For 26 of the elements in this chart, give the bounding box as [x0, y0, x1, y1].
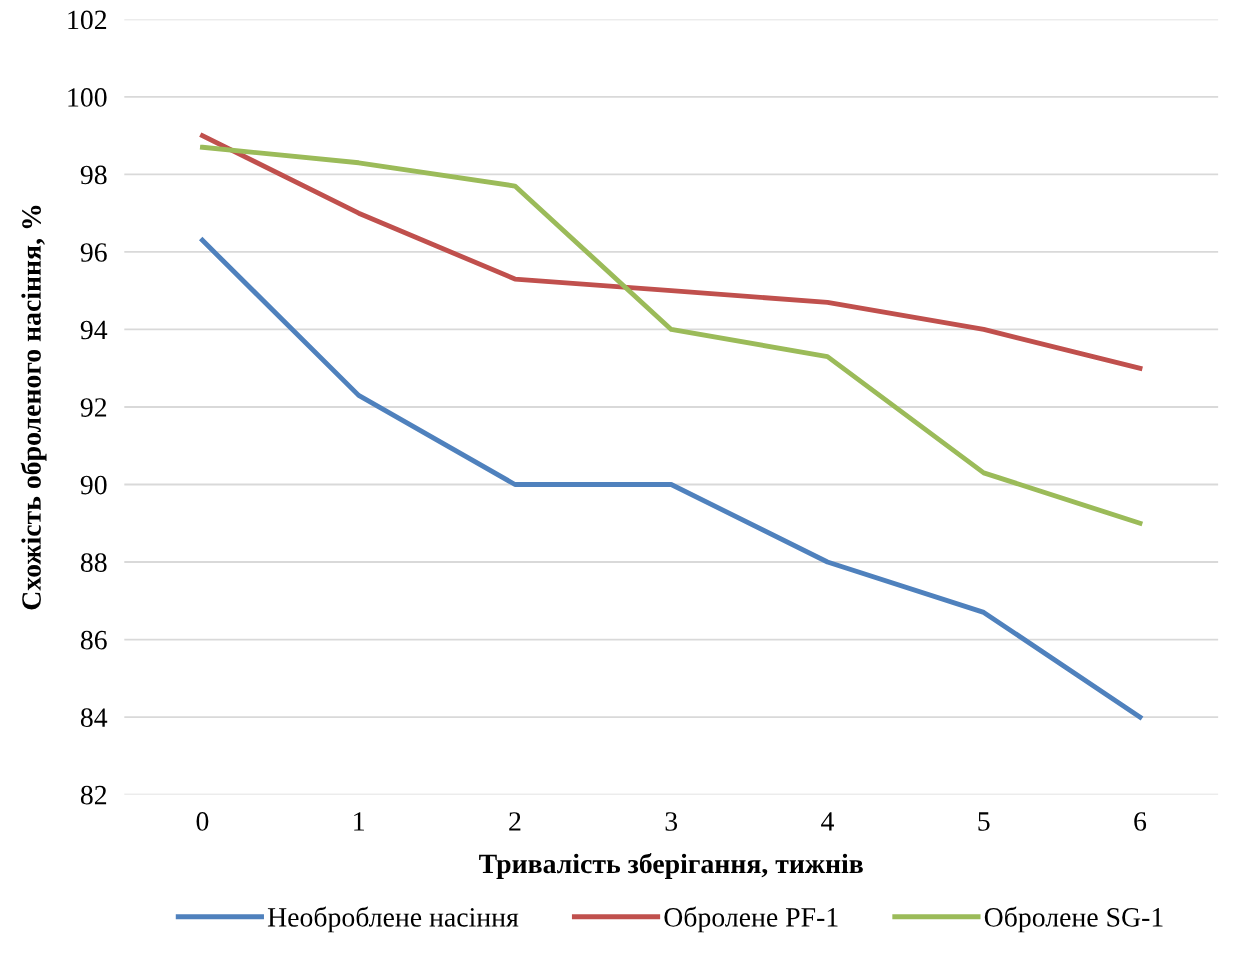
x-tick-label: 0	[196, 812, 209, 831]
legend-label: Необроблене насіння	[267, 906, 519, 933]
x-tick-label: 1	[354, 812, 364, 831]
x-tick-label: 6	[1134, 812, 1147, 831]
line-series	[200, 144, 1143, 526]
legend-label: Оброленe SG-1	[984, 906, 1163, 933]
x-tick-label: 3	[665, 812, 678, 831]
y-tick-label: 86	[80, 630, 107, 650]
line-series	[200, 237, 1143, 720]
x-tick-label: 5	[978, 812, 990, 831]
y-tick-label: 92	[80, 398, 107, 417]
y-tick-label: 94	[80, 320, 108, 340]
y-tick-label: 100	[68, 88, 107, 107]
y-tick-label: 90	[80, 475, 107, 495]
y-tick-label: 102	[68, 10, 107, 30]
y-tick-label: 96	[80, 243, 107, 262]
line-series	[200, 133, 1143, 371]
y-tick-label: 84	[80, 708, 108, 727]
y-tick-label: 98	[80, 165, 107, 185]
y-tick-label: 82	[80, 785, 107, 805]
y-tick-label: 88	[80, 553, 107, 572]
legend-label: Оброленe PF-1	[664, 906, 838, 933]
y-axis-title: Схожість оброленого насіння, %	[20, 205, 47, 610]
x-axis-title: Тривалість зберігання, тижнів	[479, 853, 863, 879]
x-tick-label: 4	[821, 812, 834, 831]
x-tick-label: 2	[509, 812, 521, 831]
